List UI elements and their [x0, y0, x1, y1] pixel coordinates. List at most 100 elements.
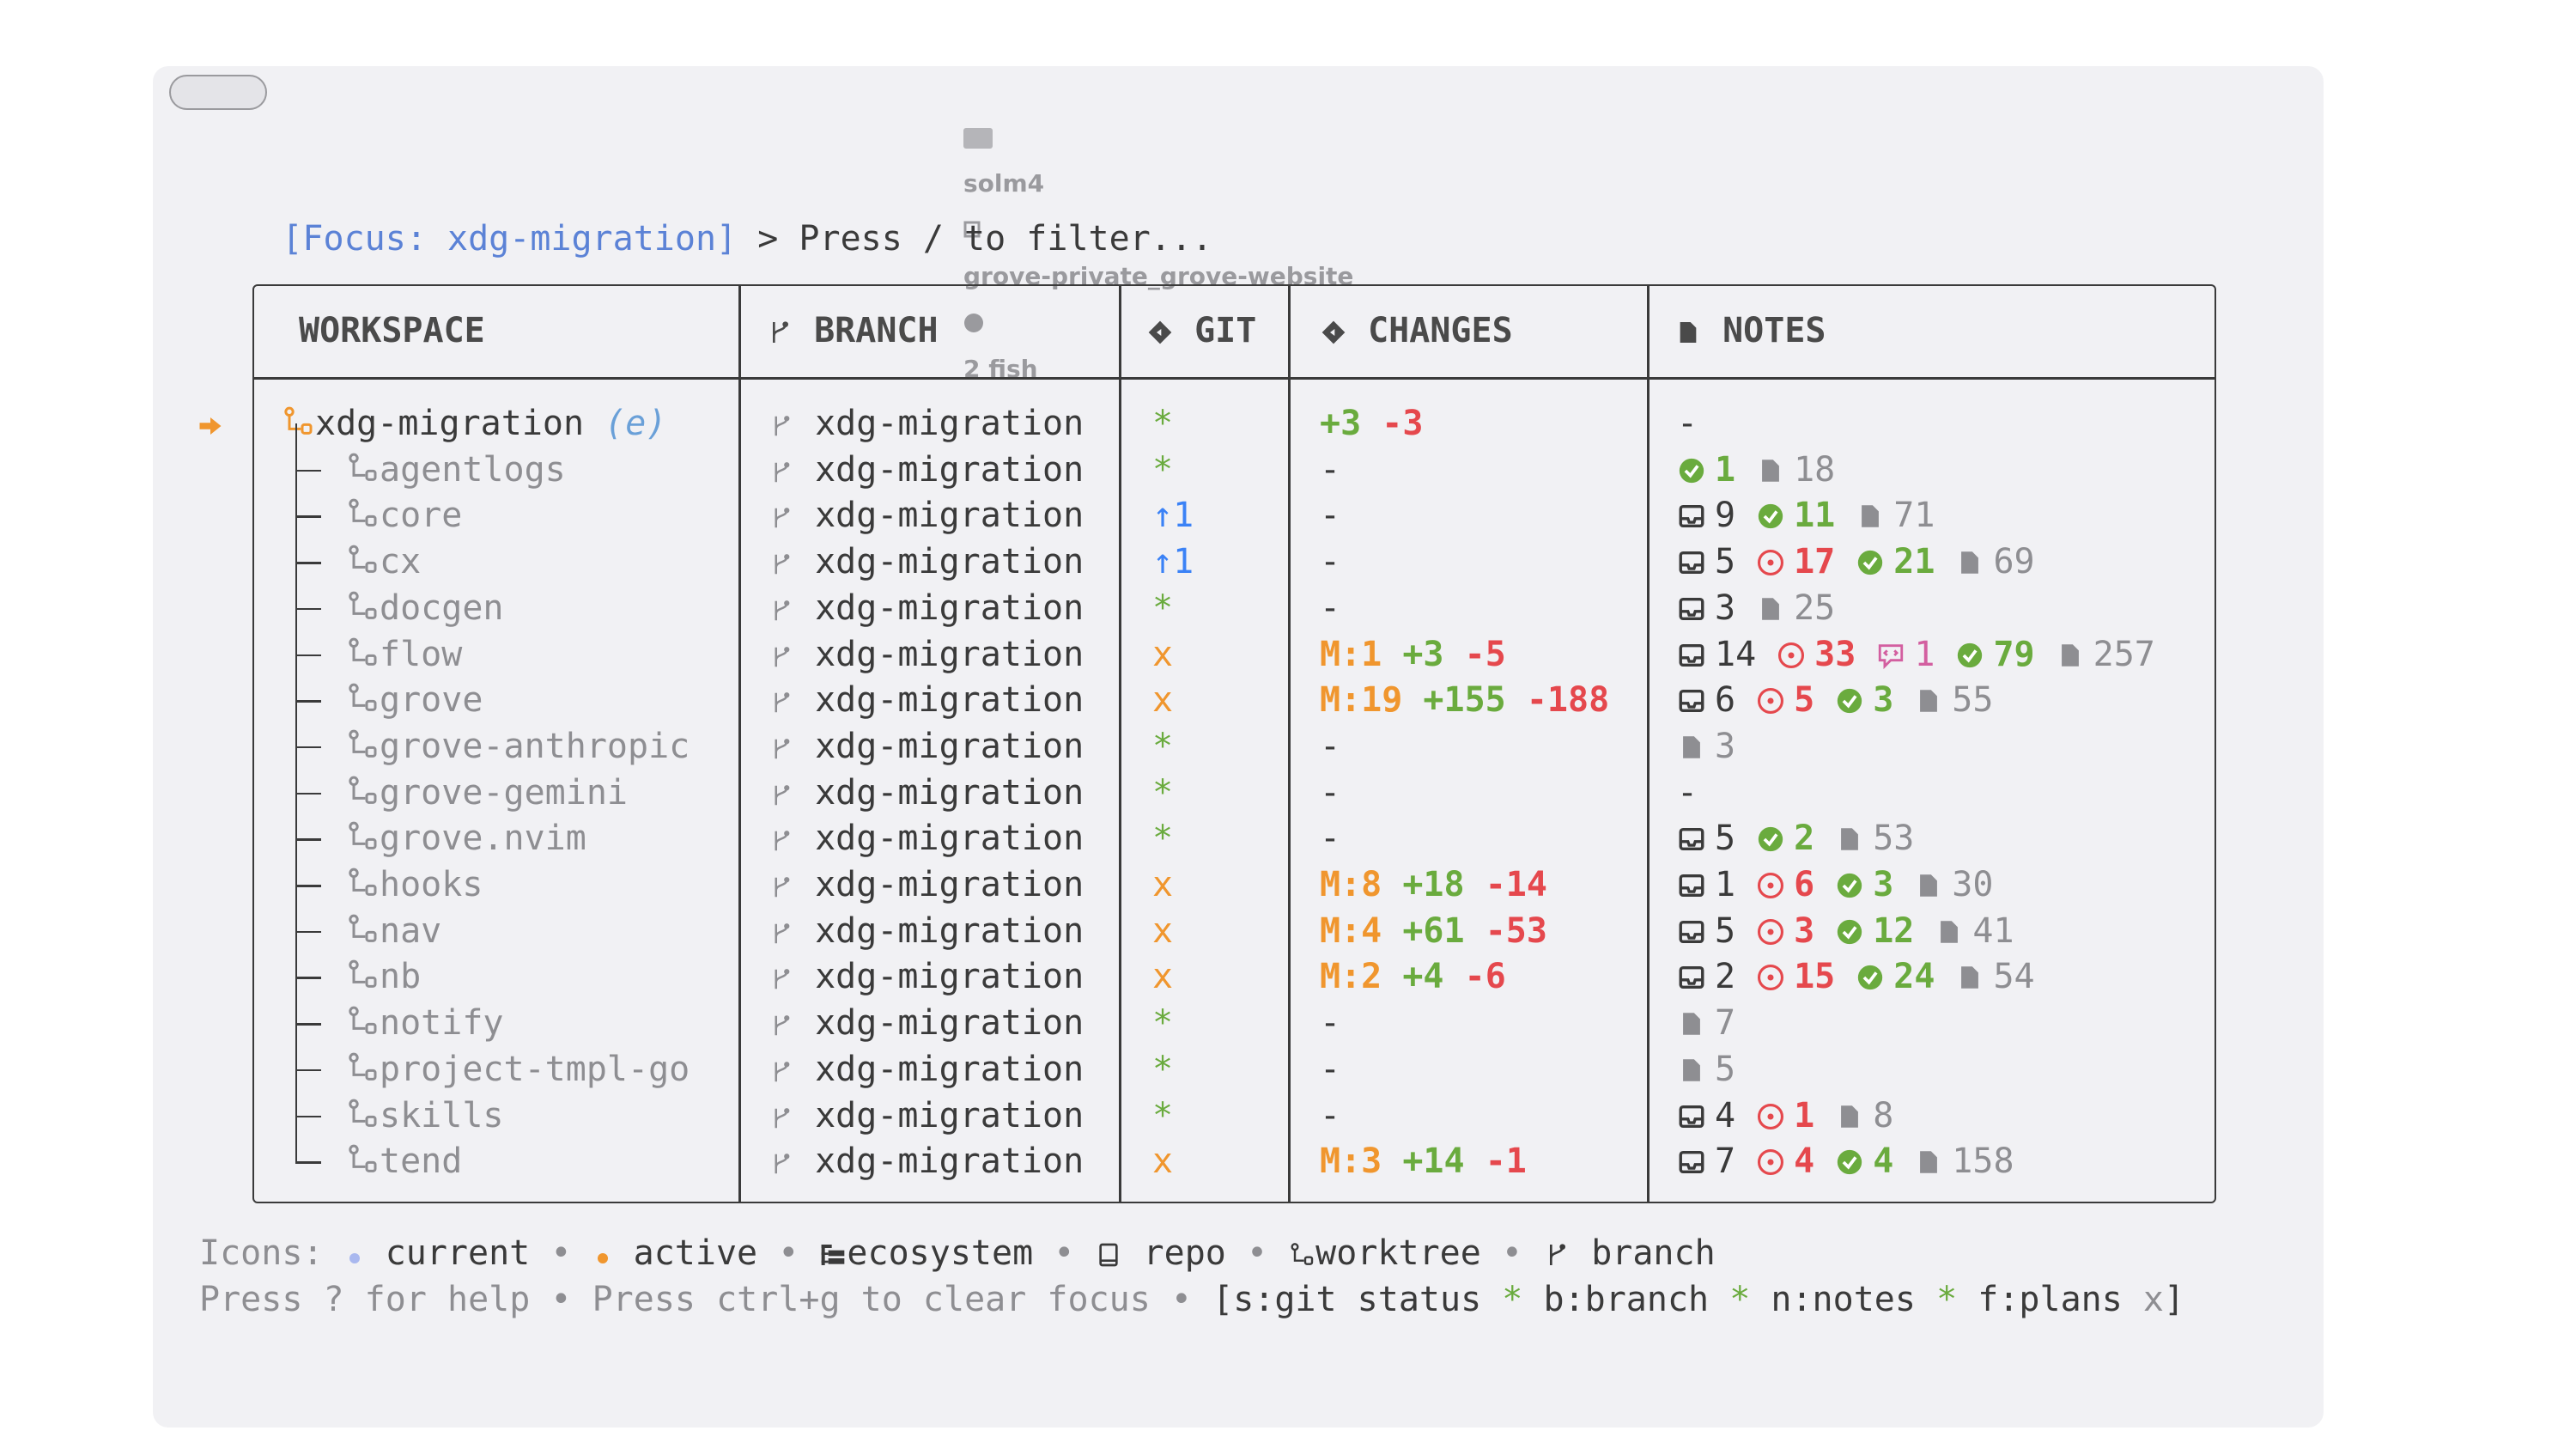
note-doc-icon-glyph — [1920, 874, 1938, 897]
tree-branch — [295, 930, 321, 934]
note-inbox-icon — [1677, 819, 1706, 866]
tree-branch — [295, 515, 321, 518]
note-doc-icon — [1914, 1142, 1943, 1189]
note-inbox-icon-glyph — [1679, 1151, 1704, 1174]
workspace-name[interactable]: nav — [380, 910, 442, 951]
toggle-key[interactable]: s:git status — [1233, 1280, 1482, 1319]
branch-cell: xdg-migration — [769, 1138, 1084, 1189]
tree-branch — [295, 1161, 321, 1164]
notes-cell: 2 15 24 54 — [1677, 953, 2056, 1004]
change-count: M:8 — [1320, 865, 1382, 904]
workspace-name[interactable]: core — [380, 496, 463, 536]
legend-item: branch — [1591, 1233, 1716, 1273]
legend-icon — [592, 1234, 613, 1281]
branch-icon-glyph — [775, 739, 790, 759]
workspace-name[interactable]: grove-gemini — [380, 772, 628, 813]
workspace-name[interactable]: nb — [380, 957, 422, 997]
worktree-icon — [345, 496, 380, 543]
note-inbox-icon — [1677, 1142, 1706, 1189]
tree-branch — [295, 654, 321, 656]
branch-icon — [769, 1004, 794, 1050]
legend-label: Icons: — [199, 1233, 324, 1273]
note-doc-icon-glyph — [1920, 1151, 1938, 1173]
legend-icon — [1288, 1234, 1315, 1281]
toggle-key[interactable]: n:notes — [1771, 1280, 1916, 1319]
legend-icon-glyph — [349, 1253, 360, 1263]
column-header: NOTES — [1674, 307, 1826, 358]
notes-cell: 5 2 53 — [1677, 815, 1935, 866]
branch-icon — [769, 819, 794, 866]
workspace-name[interactable]: docgen — [380, 588, 504, 628]
branch-cell: xdg-migration — [769, 953, 1084, 1004]
workspace-name[interactable]: skills — [380, 1095, 504, 1135]
header-text: GIT — [1194, 311, 1257, 350]
toggle-key[interactable]: f:plans — [1978, 1280, 2123, 1319]
change-count: -3 — [1382, 404, 1424, 443]
change-count: +18 — [1402, 865, 1465, 904]
change-count: -1 — [1485, 1142, 1527, 1182]
branch-cell: xdg-migration — [769, 585, 1084, 636]
workspace-name[interactable]: hooks — [380, 865, 483, 904]
note-count: 79 — [1993, 634, 2035, 674]
worktree-icon-glyph — [349, 868, 377, 896]
note-count: 6 — [1715, 680, 1736, 721]
branch-icon — [769, 589, 794, 636]
workspace-name[interactable]: project-tmpl-go — [380, 1049, 690, 1089]
branch-icon-glyph — [775, 692, 790, 713]
workspace-name[interactable]: grove-anthropic — [380, 726, 690, 766]
git-status: * — [1152, 588, 1174, 628]
branch-cell: xdg-migration — [769, 908, 1084, 959]
branch-icon — [769, 496, 794, 543]
workspace-name[interactable]: xdg-migration — [315, 404, 585, 443]
toggle-key[interactable]: b:branch — [1543, 1280, 1710, 1319]
tree-connector — [295, 1068, 321, 1139]
worktree-icon-glyph — [349, 591, 377, 619]
worktree-icon-glyph — [349, 776, 377, 804]
column-header: BRANCH — [766, 307, 939, 358]
branch-icon-glyph — [775, 600, 790, 621]
branch-icon-glyph — [775, 969, 790, 989]
workspace-cell: nav — [345, 908, 441, 959]
tree-branch — [295, 469, 321, 472]
note-doc-icon-glyph — [1683, 1013, 1700, 1035]
changes-cell: M:4 +61 -53 — [1320, 908, 1547, 954]
note-count: 41 — [1972, 910, 2014, 951]
workspace-name[interactable]: tend — [380, 1142, 463, 1182]
note-doc-icon — [1835, 1097, 1864, 1143]
notes-cell: 3 — [1677, 723, 1756, 774]
note-doc-icon — [1856, 496, 1885, 543]
window-button[interactable] — [169, 75, 267, 110]
git-status: * — [1152, 726, 1174, 766]
change-count: - — [1320, 542, 1341, 582]
header-icon-glyph — [1680, 322, 1697, 343]
branch-name: xdg-migration — [815, 634, 1084, 674]
worktree-icon — [345, 866, 380, 912]
notes-cell: 9 11 71 — [1677, 492, 1955, 543]
workspace-name[interactable]: grove — [380, 680, 483, 721]
notes-cell: 14 33 1 79 257 — [1677, 631, 2176, 682]
column-divider — [1119, 286, 1121, 1202]
note-count: 5 — [1715, 910, 1736, 951]
change-count: - — [1320, 726, 1341, 766]
notes-cell: 5 — [1677, 1046, 1756, 1097]
tree-branch — [295, 1115, 321, 1117]
branch-icon — [769, 1050, 794, 1097]
tree-connector — [295, 654, 321, 724]
workspace-name[interactable]: agentlogs — [380, 449, 566, 490]
filter-prompt[interactable]: > Press / to filter... — [757, 219, 1213, 259]
workspace-name[interactable]: notify — [380, 1003, 504, 1044]
git-status: * — [1152, 1049, 1174, 1089]
separator: • — [778, 1233, 799, 1273]
tree-branch — [295, 1068, 321, 1072]
workspace-name[interactable]: grove.nvim — [380, 819, 586, 859]
worktree-icon-glyph — [349, 729, 377, 758]
change-count: +3 — [1320, 404, 1362, 443]
note-inbox-icon — [1677, 496, 1706, 543]
focus-arrow-glyph — [199, 417, 222, 435]
workspace-name[interactable]: flow — [380, 634, 463, 674]
note-done-icon-glyph — [1838, 919, 1862, 944]
changes-cell: - — [1320, 1046, 1340, 1093]
focus-arrow — [197, 405, 223, 451]
workspace-name[interactable]: cx — [380, 542, 422, 582]
changes-cell: - — [1320, 447, 1340, 493]
